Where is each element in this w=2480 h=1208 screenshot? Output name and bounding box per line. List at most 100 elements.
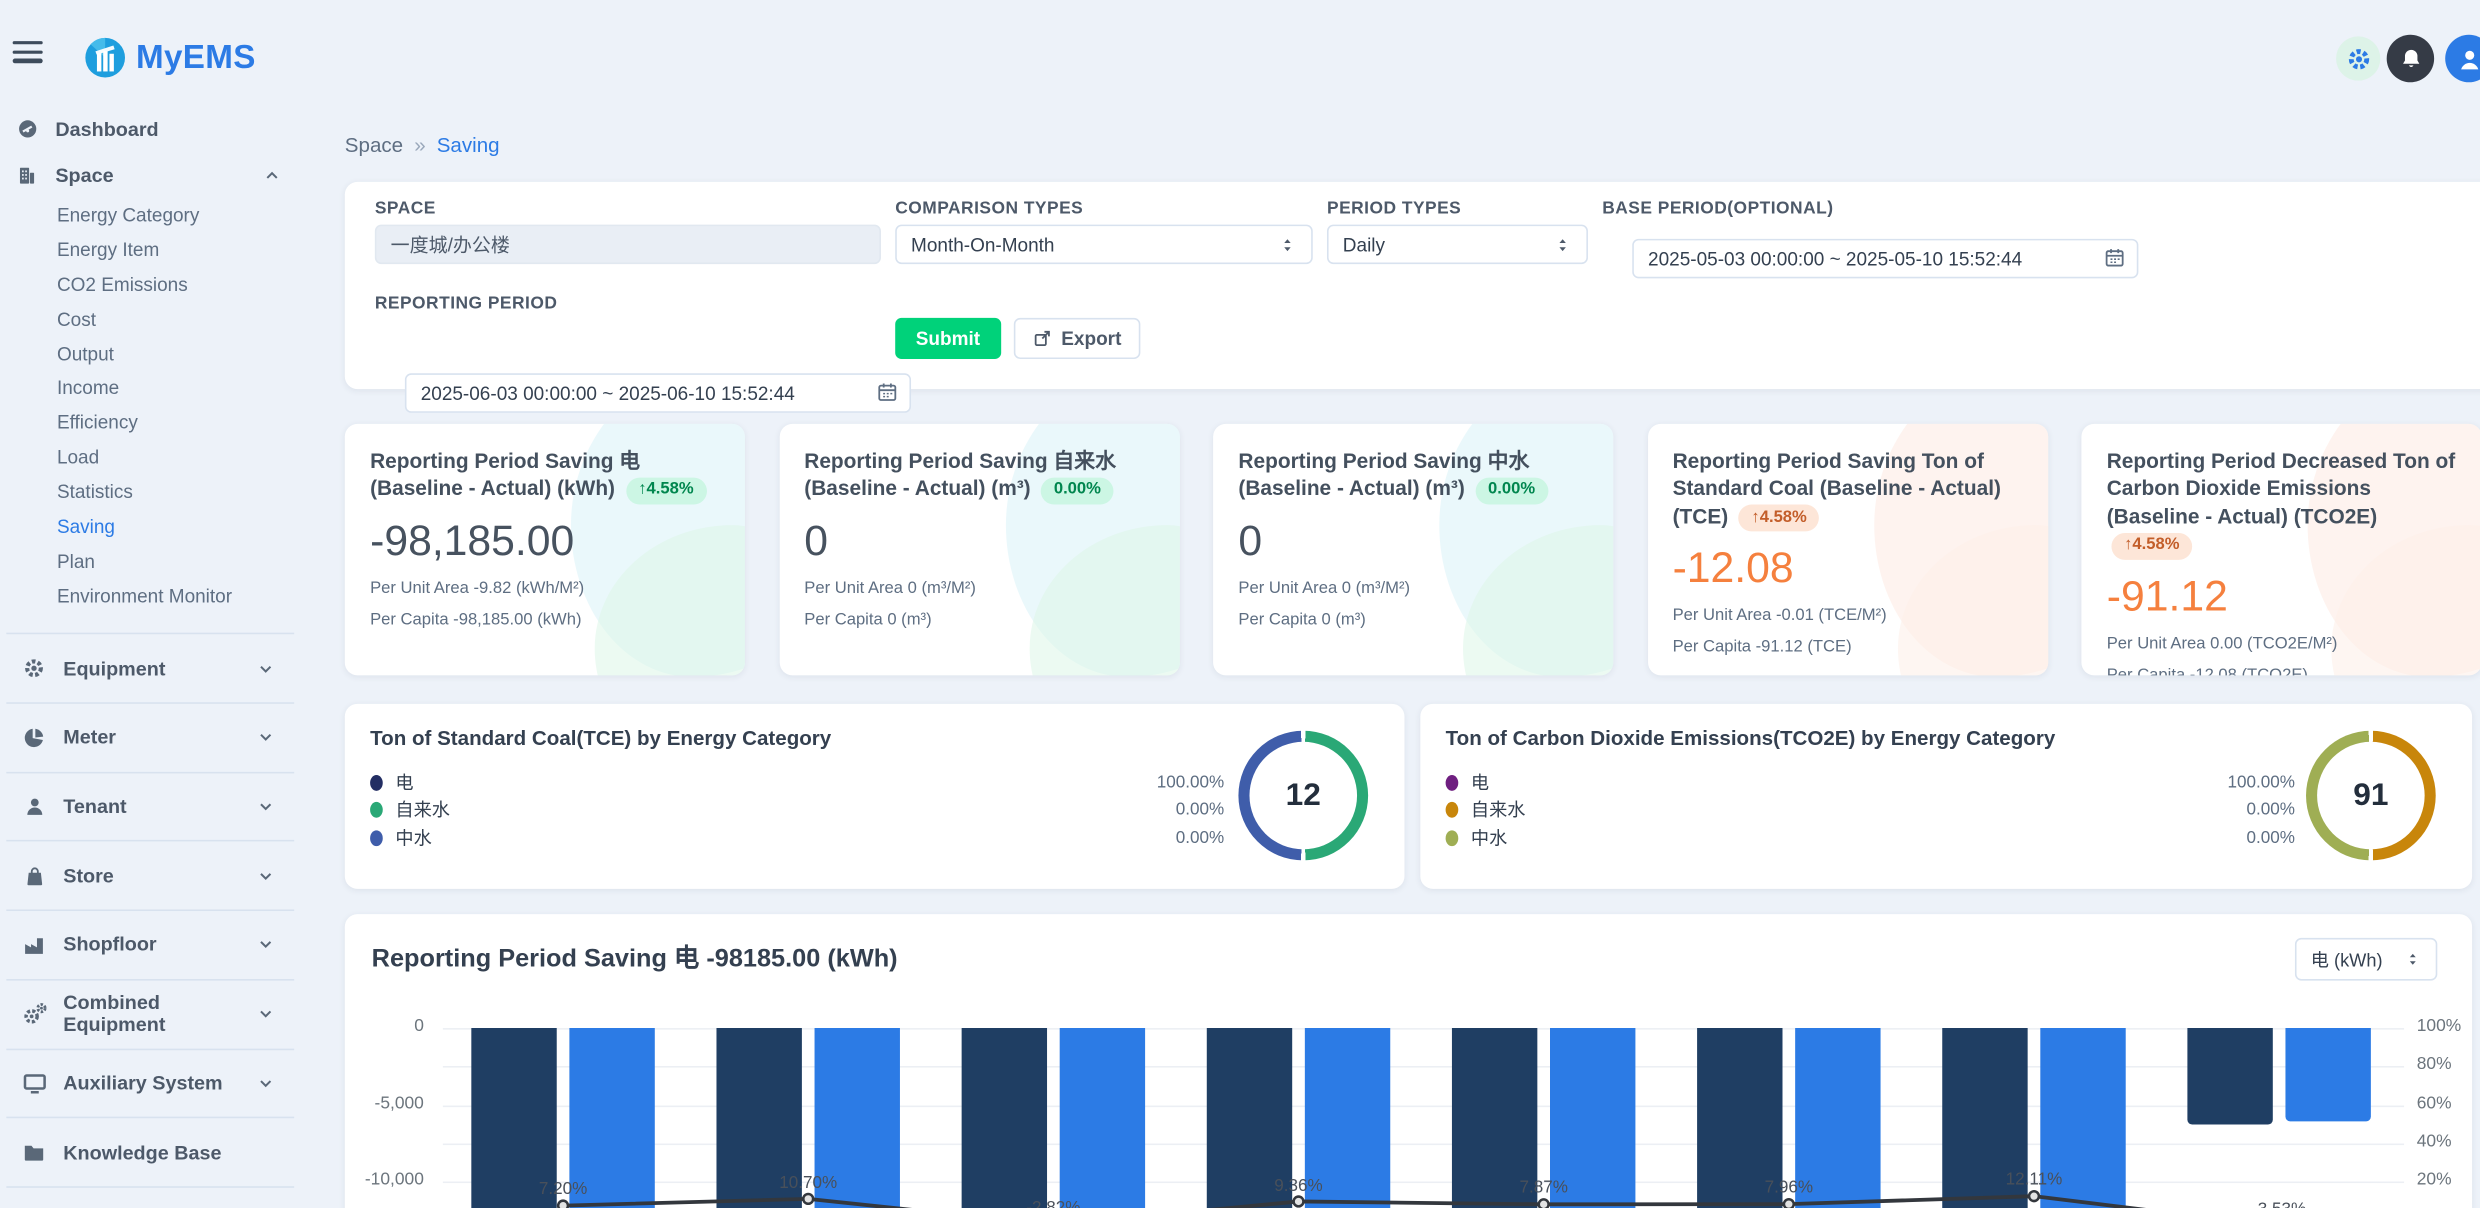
chevron-down-icon [251,728,278,747]
summary-card-title: Reporting Period Saving 电 (Baseline - Ac… [370,448,720,506]
sidebar-item-knowledge-base[interactable]: Knowledge Base [6,1116,295,1186]
select-arrows-icon [1553,235,1572,254]
rate-marker [1292,1195,1305,1208]
export-button[interactable]: Export [1013,317,1141,360]
tce-donut-chart: 12 [1238,730,1369,861]
summary-card-value: -12.08 [1672,544,1794,592]
right-axis-tick: 40% [2416,1132,2452,1152]
legend-row: 中水 0.00% [370,824,1224,852]
base-period-input[interactable] [1632,238,2139,279]
hamburger-menu-icon[interactable] [12,41,43,63]
left-axis-tick: -10,000 [364,1170,424,1190]
submit-button[interactable]: Submit [895,317,1001,360]
sidebar-item-output[interactable]: Output [0,336,301,371]
reporting-period-input[interactable] [404,373,912,413]
per-unit-area-text: Per Unit Area 0 (m³/M²) [804,578,976,598]
per-capita-text: Per Capita -98,185.00 (kWh) [370,610,582,630]
period-types-select[interactable]: Daily [1326,224,1588,265]
sidebar-item-meter[interactable]: Meter [6,702,295,771]
gear-glyph [2345,45,2372,72]
baseline-bar [1697,1028,1783,1208]
per-unit-area-text: Per Unit Area 0.00 (TCO2E/M²) [2106,633,2338,653]
sidebar-item-co2-emissions[interactable]: CO2 Emissions [0,267,301,302]
legend-dot [1445,802,1459,819]
summary-card-value: -91.12 [2106,571,2228,620]
gridline [442,1181,2405,1184]
sidebar-item-label: Auxiliary System [63,1072,223,1095]
comparison-types-label: COMPARISON TYPES [895,199,1084,219]
tce-chart-title: Ton of Standard Coal(TCE) by Energy Cate… [370,725,832,750]
saving-trend-card: Reporting Period Saving 电 -98185.00 (kWh… [344,914,2473,1208]
sidebar-item-income[interactable]: Income [0,371,301,406]
settings-gear-icon[interactable] [2336,36,2381,81]
baseline-bar [961,1028,1048,1208]
gridline [442,1104,2405,1107]
sidebar-item-tenant[interactable]: Tenant [6,771,295,840]
legend-row: 自来水 0.00% [1445,797,2295,825]
calendar-icon[interactable] [876,381,898,403]
sidebar-item-cost[interactable]: Cost [0,302,301,337]
brand-logo[interactable]: MyEMS [84,36,256,79]
sidebar-item-auxiliary-system[interactable]: Auxiliary System [6,1047,295,1117]
actual-bar [1795,1028,1881,1208]
sidebar-item-efficiency[interactable]: Efficiency [0,405,301,440]
chevron-down-icon [251,935,278,954]
breadcrumb-space[interactable]: Space [344,132,404,157]
space-input[interactable] [374,224,881,265]
period-types-value: Daily [1342,233,1385,256]
rate-label: 10.70% [779,1173,838,1193]
chevron-down-icon [251,797,278,816]
summary-card-title: Reporting Period Decreased Ton of Carbon… [2107,448,2457,561]
sidebar-item-dashboard[interactable]: Dashboard [0,106,301,152]
sidebar-item-combined-equipment[interactable]: Combined Equipment [6,978,295,1048]
baseline-bar [716,1028,802,1208]
sidebar-item-equipment[interactable]: Equipment [6,633,295,702]
summary-card-4: Reporting Period Decreased Ton of Carbon… [2081,423,2480,676]
sidebar-item-energy-item[interactable]: Energy Item [0,232,301,267]
gridline [442,1066,2405,1069]
rate-label: 7.20% [538,1180,588,1200]
select-arrows-icon [1278,235,1297,254]
tco2e-donut-chart: 91 [2306,730,2436,861]
notifications-bell-icon[interactable] [2386,34,2435,83]
summary-card-title-text: Reporting Period Saving 电 (Baseline - Ac… [370,449,641,501]
sidebar-item-shopfloor[interactable]: Shopfloor [6,909,295,979]
calendar-icon[interactable] [2104,247,2126,269]
sidebar-item-label: Energy Category [56,203,200,227]
chevron-down-icon [251,1005,278,1024]
sidebar-item-label: Environment Monitor [56,584,233,607]
sidebar-item-load[interactable]: Load [0,440,301,475]
sidebar-item-store[interactable]: Store [6,840,295,910]
chevron-down-icon [251,659,278,678]
summary-card-3: Reporting Period Saving Ton of Standard … [1647,423,2048,676]
sidebar-item-energy-category[interactable]: Energy Category [0,198,301,233]
rate-marker [1782,1197,1795,1208]
summary-card-value: 0 [804,516,829,565]
energy-unit-select[interactable]: 电 (kWh) [2294,937,2438,981]
sidebar-item-label: Statistics [56,480,133,504]
chevron-down-icon [251,1074,278,1093]
sidebar-item-label: Load [56,446,100,469]
summary-card-title: Reporting Period Saving 自来水 (Baseline - … [804,448,1154,506]
right-axis-tick: 20% [2416,1170,2452,1190]
sidebar-item-environment-monitor[interactable]: Environment Monitor [0,579,301,614]
bag-icon [21,865,48,887]
actual-bar [569,1028,655,1208]
legend-row: 中水 0.00% [1445,824,2295,852]
filter-panel: SPACE COMPARISON TYPES PERIOD TYPES BASE… [344,181,2480,413]
sidebar-item-plan[interactable]: Plan [0,544,301,579]
sidebar-item-statistics[interactable]: Statistics [0,475,301,510]
sidebar-item-saving[interactable]: Saving [0,509,301,544]
sidebar-nav: Dashboard Space Energy Category Energy Item… [0,100,301,1208]
change-badge: 0.00% [1041,477,1114,505]
user-avatar[interactable] [2445,34,2480,83]
sidebar-item-space[interactable]: Space [0,152,301,198]
sidebar-item-label: Meter [63,726,117,749]
comparison-types-select[interactable]: Month-On-Month [895,224,1313,265]
summary-card-title-text: Reporting Period Saving Ton of Standard … [1672,449,2001,529]
rate-label: 7.87% [1519,1179,1568,1198]
sidebar-item-label: Shopfloor [63,933,157,957]
breadcrumb-saving[interactable]: Saving [436,132,500,157]
actual-bar [1550,1028,1636,1208]
left-axis-tick: 0 [414,1016,424,1036]
